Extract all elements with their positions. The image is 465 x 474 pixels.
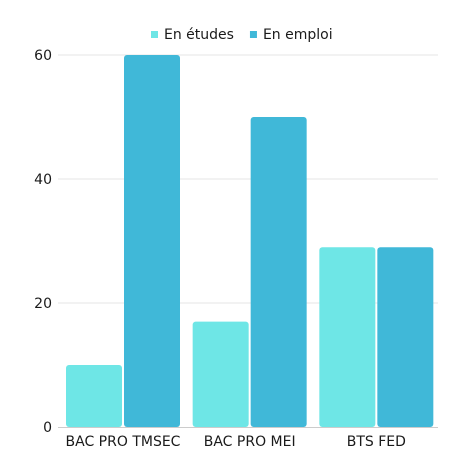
x-axis: BAC PRO TMSEC BAC PRO MEI BTS FED <box>58 427 438 450</box>
legend-label: En emploi <box>263 27 333 43</box>
legend-swatch <box>151 31 158 38</box>
bar <box>250 117 307 427</box>
x-tick-label: BAC PRO MEI <box>204 434 296 450</box>
legend: En études En emploi <box>151 27 333 43</box>
y-tick-label: 60 <box>34 48 52 64</box>
legend-item[interactable]: En emploi <box>249 27 333 43</box>
bar <box>319 247 376 427</box>
y-tick-label: 40 <box>34 172 52 188</box>
bar <box>192 321 249 427</box>
legend-swatch <box>249 31 257 38</box>
x-tick-label: BTS FED <box>347 434 406 450</box>
bars <box>66 55 434 427</box>
legend-label: En études <box>164 27 234 43</box>
y-tick-label: 0 <box>43 420 52 436</box>
legend-item[interactable]: En études <box>151 27 234 43</box>
x-tick-label: BAC PRO TMSEC <box>66 434 181 450</box>
y-tick-label: 20 <box>34 296 52 312</box>
y-axis: 0 20 40 60 <box>34 48 52 436</box>
bar <box>377 247 434 427</box>
bar <box>66 365 122 427</box>
bar <box>124 55 180 427</box>
